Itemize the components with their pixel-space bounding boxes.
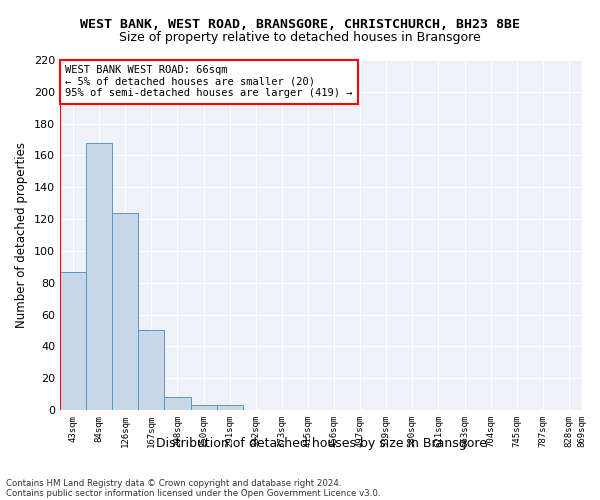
Text: WEST BANK WEST ROAD: 66sqm
← 5% of detached houses are smaller (20)
95% of semi-: WEST BANK WEST ROAD: 66sqm ← 5% of detac… bbox=[65, 66, 353, 98]
Bar bbox=[86, 142, 112, 410]
Y-axis label: Number of detached properties: Number of detached properties bbox=[16, 142, 28, 328]
Bar bbox=[191, 405, 217, 410]
Bar bbox=[60, 272, 86, 410]
Bar bbox=[112, 212, 139, 410]
Text: Size of property relative to detached houses in Bransgore: Size of property relative to detached ho… bbox=[119, 31, 481, 44]
Text: Distribution of detached houses by size in Bransgore: Distribution of detached houses by size … bbox=[155, 438, 487, 450]
Bar bbox=[139, 330, 164, 410]
Text: Contains public sector information licensed under the Open Government Licence v3: Contains public sector information licen… bbox=[6, 489, 380, 498]
Text: Contains HM Land Registry data © Crown copyright and database right 2024.: Contains HM Land Registry data © Crown c… bbox=[6, 479, 341, 488]
Bar bbox=[164, 398, 191, 410]
Text: WEST BANK, WEST ROAD, BRANSGORE, CHRISTCHURCH, BH23 8BE: WEST BANK, WEST ROAD, BRANSGORE, CHRISTC… bbox=[80, 18, 520, 30]
Bar bbox=[217, 405, 243, 410]
